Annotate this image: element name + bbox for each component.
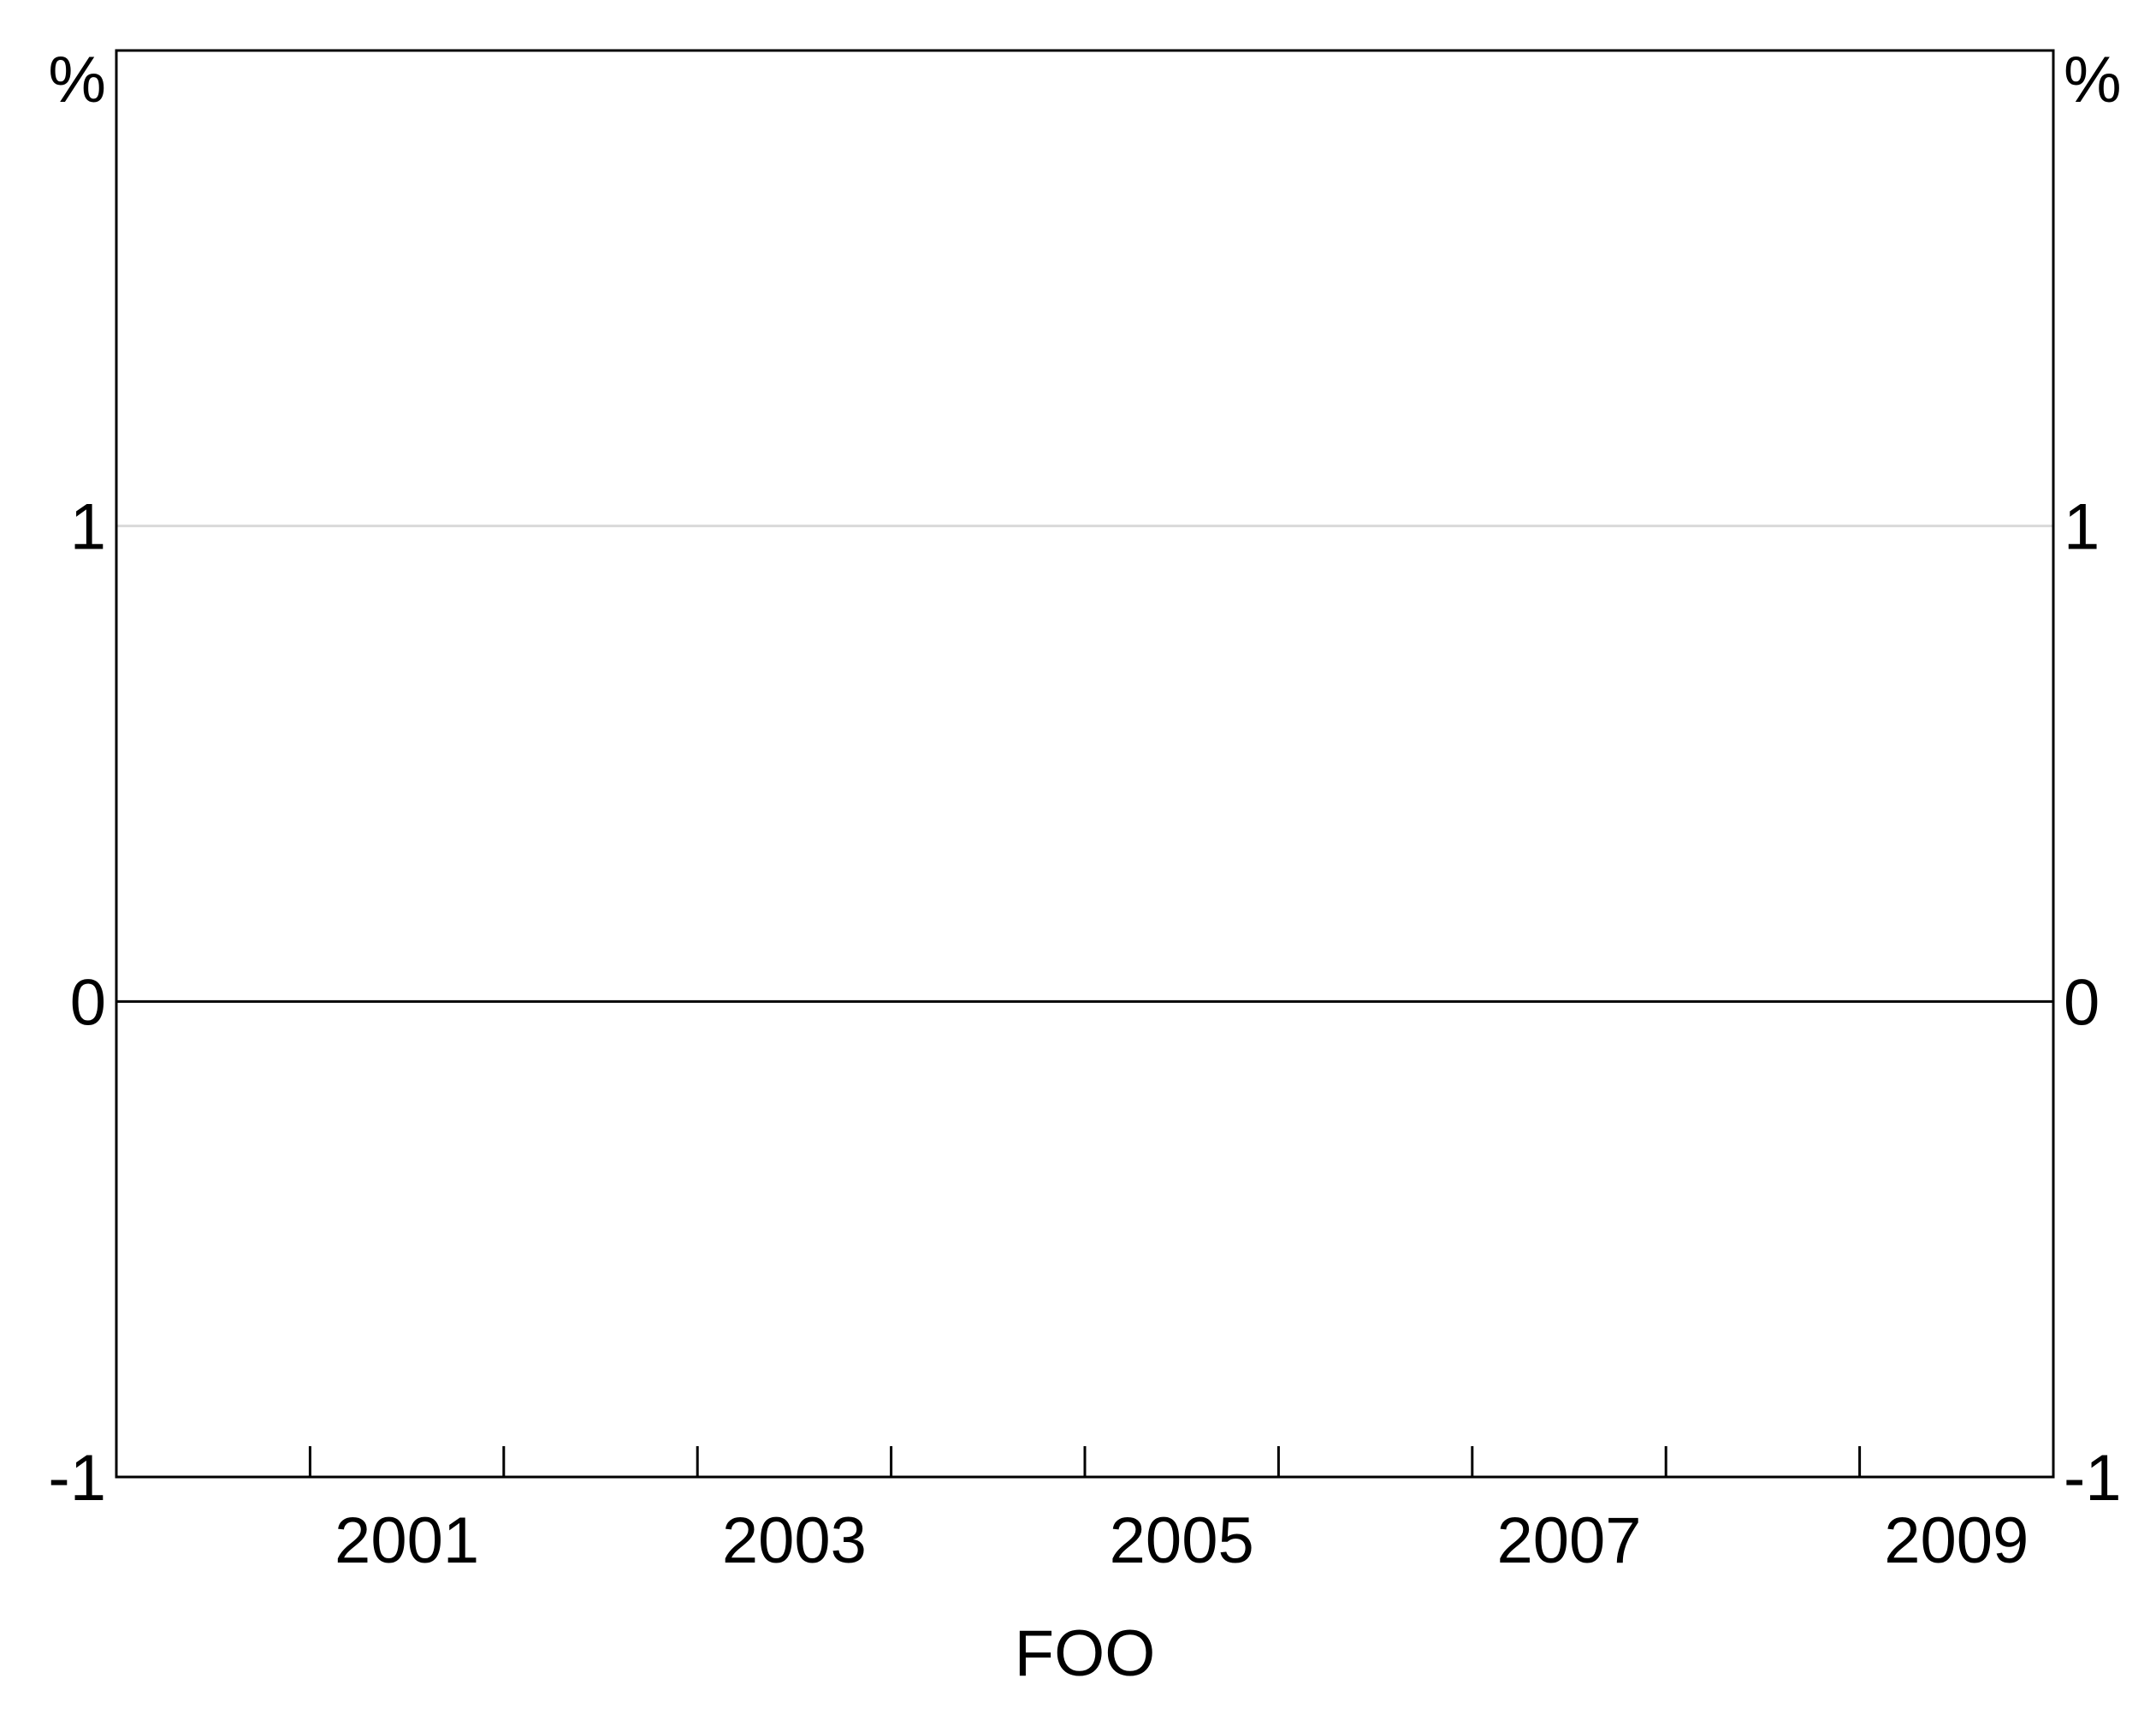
y-tick-label-right: 0: [2064, 966, 2100, 1039]
x-tick-label: 2009: [1884, 1504, 2029, 1577]
y-tick-label-right: -1: [2064, 1442, 2122, 1515]
x-tick-label: 2005: [1110, 1504, 1254, 1577]
x-tick-label: 2003: [722, 1504, 867, 1577]
y-axis-left-unit: %: [48, 44, 106, 116]
y-axis-right: -1 0 1: [2064, 491, 2122, 1515]
plot-area-frame: [115, 49, 2055, 1479]
y-axis-right-unit: %: [2064, 44, 2122, 116]
x-tick-label: 2007: [1496, 1504, 1641, 1577]
y-tick-label-right: 1: [2064, 491, 2100, 564]
y-tick-label-left: 1: [70, 491, 106, 564]
gridlines: [116, 525, 2053, 1003]
x-axis-label: FOO: [1015, 1617, 1156, 1690]
x-tick-label: 2001: [335, 1504, 479, 1577]
x-axis-tick-labels: 2001 2003 2005 2007 2009: [335, 1504, 2029, 1577]
y-axis-left: -1 0 1: [48, 491, 106, 1515]
y-tick-label-left: 0: [70, 966, 106, 1039]
y-tick-label-left: -1: [48, 1442, 106, 1515]
x-axis-ticks: [308, 1446, 1862, 1477]
